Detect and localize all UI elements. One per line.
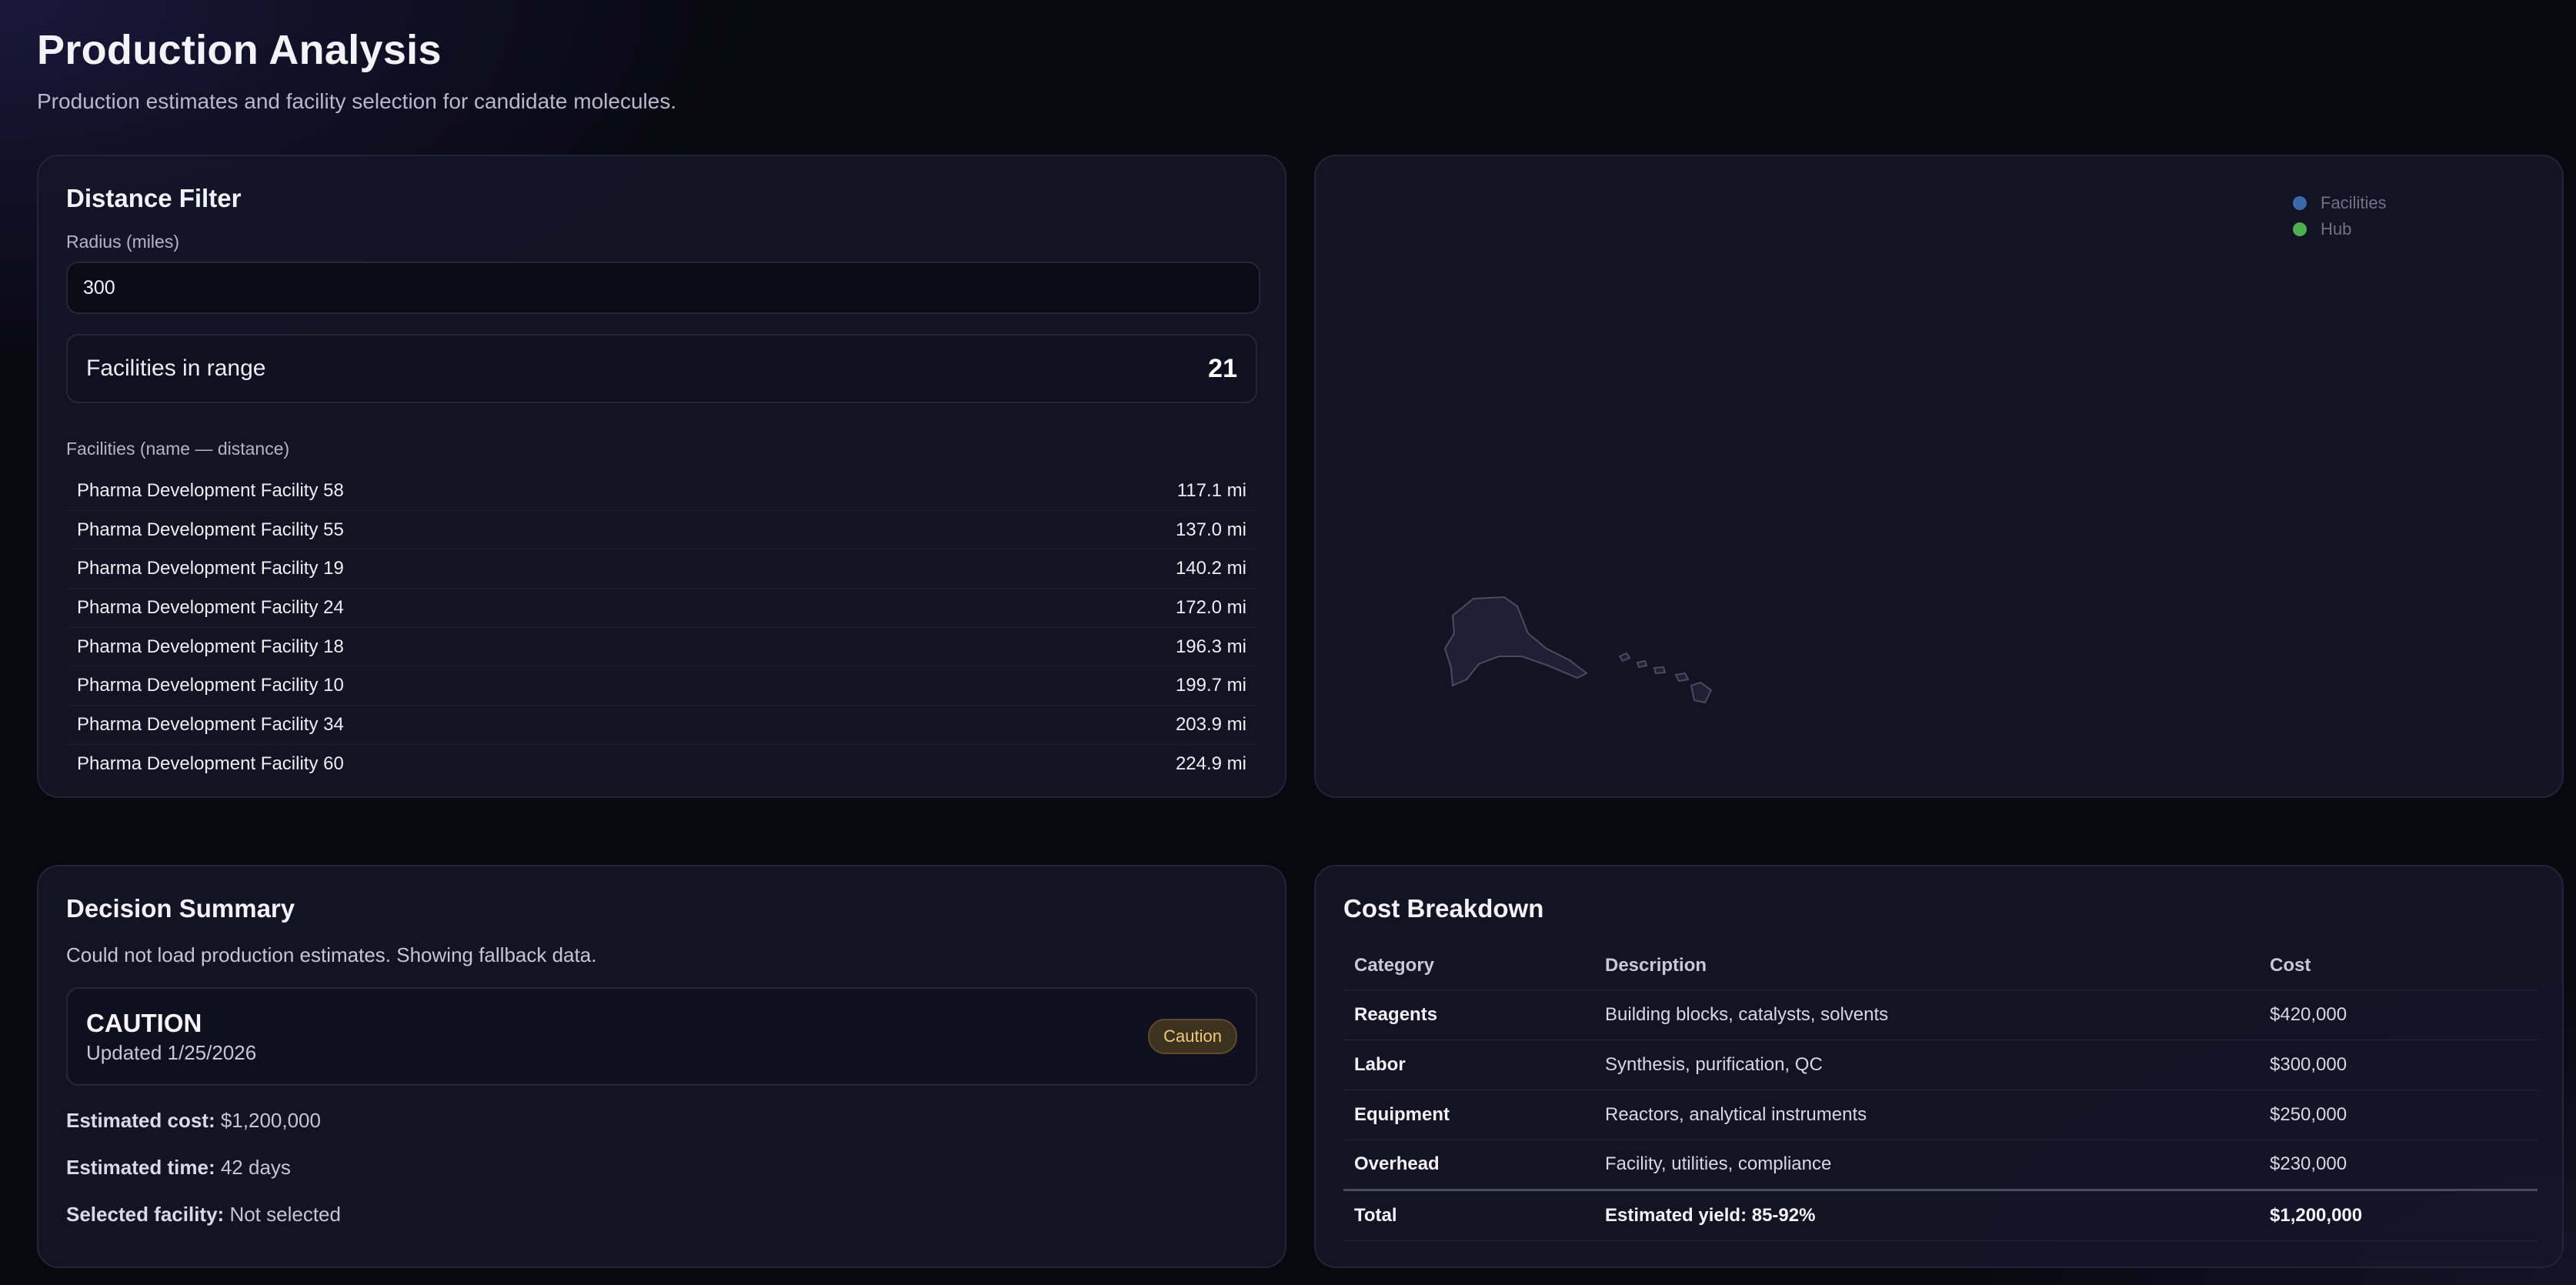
facility-distance: 196.3 mi — [1175, 636, 1246, 657]
legend-item-hub: Hub — [2287, 216, 2387, 242]
facilities-in-range-count: 21 — [1208, 353, 1237, 383]
cell-category: Overhead — [1343, 1140, 1594, 1190]
us-map[interactable] — [1316, 156, 2564, 798]
total-row: Total Estimated yield: 85-92% $1,200,000 — [1343, 1188, 2538, 1241]
facility-name: Pharma Development Facility 58 — [77, 479, 344, 501]
list-item[interactable]: Pharma Development Facility 55 137.0 mi — [66, 511, 1257, 550]
facilities-in-range-box: Facilities in range 21 — [66, 334, 1257, 403]
total-yield: Estimated yield: 85-92% — [1594, 1188, 2259, 1241]
cell-description: Synthesis, purification, QC — [1594, 1040, 2259, 1090]
facility-list: Pharma Development Facility 58 117.1 mi Ph… — [66, 472, 1257, 784]
radius-input[interactable] — [66, 262, 1260, 314]
header-description: Description — [1594, 942, 2259, 990]
land-hawaii-3 — [1674, 672, 1690, 683]
cell-category: Labor — [1343, 1040, 1594, 1090]
estimated-time-label: Estimated time: — [66, 1156, 215, 1179]
list-item[interactable]: Pharma Development Facility 60 224.9 mi — [66, 745, 1257, 784]
list-item[interactable]: Pharma Development Facility 10 199.7 mi — [66, 666, 1257, 706]
estimated-cost-label: Estimated cost: — [66, 1109, 215, 1132]
cost-breakdown-card: Cost Breakdown Category Description Cost… — [1314, 865, 2564, 1268]
facility-name: Pharma Development Facility 19 — [77, 558, 344, 579]
table-row: Overhead Facility, utilities, compliance… — [1343, 1140, 2538, 1190]
facility-name: Pharma Development Facility 18 — [77, 636, 344, 657]
header-cost: Cost — [2259, 942, 2538, 990]
selected-facility-value: Not selected — [229, 1203, 341, 1226]
facility-distance: 172.0 mi — [1175, 596, 1246, 618]
facility-name: Pharma Development Facility 55 — [77, 519, 344, 540]
facility-name: Pharma Development Facility 34 — [77, 713, 344, 735]
page-title: Production Analysis — [37, 27, 442, 73]
decision-updated: Updated 1/25/2026 — [86, 1040, 257, 1064]
land-alaska — [1443, 596, 1588, 687]
facility-distance: 140.2 mi — [1175, 558, 1246, 579]
facility-map-card: Facilities Hub — [1314, 155, 2564, 798]
status-badge: Caution — [1148, 1019, 1237, 1054]
list-item[interactable]: Pharma Development Facility 58 117.1 mi — [66, 472, 1257, 511]
list-item[interactable]: Pharma Development Facility 18 196.3 mi — [66, 628, 1257, 667]
cell-description: Reactors, analytical instruments — [1594, 1090, 2259, 1140]
decision-status-box: CAUTION Updated 1/25/2026 Caution — [66, 987, 1257, 1086]
cell-category: Equipment — [1343, 1090, 1594, 1140]
distance-filter-card: Distance Filter Radius (miles) Facilitie… — [37, 155, 1286, 798]
total-cost: $1,200,000 — [2259, 1188, 2538, 1241]
cost-table-header: Category Description Cost — [1343, 942, 2538, 990]
land-hawaii-1 — [1636, 659, 1648, 669]
cost-table: Category Description Cost Reagents Build… — [1343, 942, 2538, 1241]
facility-distance: 224.9 mi — [1175, 753, 1246, 775]
list-item[interactable]: Pharma Development Facility 34 203.9 mi — [66, 706, 1257, 745]
facility-distance: 117.1 mi — [1176, 479, 1246, 501]
table-row: Equipment Reactors, analytical instrumen… — [1343, 1090, 2538, 1140]
legend-label-facilities: Facilities — [2321, 193, 2387, 212]
cell-cost: $250,000 — [2259, 1090, 2538, 1140]
decision-summary-card: Decision Summary Could not load producti… — [37, 865, 1286, 1268]
cost-breakdown-title: Cost Breakdown — [1343, 894, 1544, 923]
fallback-message: Could not load production estimates. Sho… — [66, 943, 597, 966]
cell-cost: $420,000 — [2259, 990, 2538, 1040]
cell-cost: $300,000 — [2259, 1040, 2538, 1090]
radius-label: Radius (miles) — [66, 232, 179, 252]
total-label: Total — [1343, 1188, 1594, 1241]
decision-summary-title: Decision Summary — [66, 894, 295, 923]
map-legend: Facilities Hub — [2287, 190, 2387, 242]
facility-name: Pharma Development Facility 24 — [77, 596, 344, 618]
land-hawaii-2 — [1653, 666, 1667, 675]
facility-distance: 137.0 mi — [1175, 519, 1246, 540]
facility-list-caption: Facilities (name — distance) — [66, 439, 290, 459]
facility-distance: 199.7 mi — [1175, 675, 1246, 696]
facility-dot-icon — [2293, 196, 2307, 210]
hub-dot-icon — [2293, 222, 2307, 236]
list-item[interactable]: Pharma Development Facility 19 140.2 mi — [66, 549, 1257, 589]
cell-description: Facility, utilities, compliance — [1594, 1140, 2259, 1190]
page-header: Production Analysis Production estimates… — [37, 26, 676, 114]
header-category: Category — [1343, 942, 1594, 990]
facilities-in-range-label: Facilities in range — [86, 355, 266, 381]
land-hawaii-4 — [1690, 681, 1713, 704]
facility-name: Pharma Development Facility 60 — [77, 753, 344, 775]
facility-distance: 203.9 mi — [1175, 713, 1246, 735]
page-subtitle: Production estimates and facility select… — [37, 89, 677, 113]
selected-facility-label: Selected facility: — [66, 1203, 225, 1226]
estimated-cost-value: $1,200,000 — [220, 1109, 321, 1132]
table-row: Reagents Building blocks, catalysts, sol… — [1343, 990, 2538, 1040]
cell-category: Reagents — [1343, 990, 1594, 1040]
estimated-cost: Estimated cost: $1,200,000 — [66, 1109, 1257, 1133]
distance-filter-title: Distance Filter — [66, 184, 242, 212]
decision-status: CAUTION — [86, 1008, 202, 1037]
legend-item-facilities: Facilities — [2287, 190, 2387, 216]
list-item[interactable]: Pharma Development Facility 24 172.0 mi — [66, 589, 1257, 628]
cell-cost: $230,000 — [2259, 1140, 2538, 1190]
cell-description: Building blocks, catalysts, solvents — [1594, 990, 2259, 1040]
estimated-time-value: 42 days — [220, 1156, 291, 1179]
legend-label-hub: Hub — [2321, 219, 2352, 239]
facility-name: Pharma Development Facility 10 — [77, 675, 344, 696]
table-row: Labor Synthesis, purification, QC $300,0… — [1343, 1040, 2538, 1090]
estimated-time: Estimated time: 42 days — [66, 1156, 1257, 1180]
land-hawaii-0 — [1618, 652, 1631, 663]
selected-facility: Selected facility: Not selected — [66, 1203, 1257, 1227]
